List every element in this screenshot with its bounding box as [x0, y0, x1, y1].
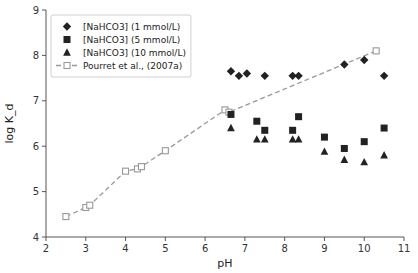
x-tick: [244, 237, 245, 241]
point: [123, 168, 129, 174]
x-tick-label: 3: [83, 243, 89, 254]
point: [295, 113, 302, 120]
legend-swatch: [63, 48, 71, 55]
x-tick: [324, 237, 325, 241]
y-tick-label: 4: [33, 232, 39, 243]
point: [227, 67, 235, 75]
series: [227, 56, 389, 80]
legend-swatch: [63, 22, 71, 30]
x-tick-label: 6: [202, 243, 208, 254]
y-tick-label: 5: [33, 186, 39, 197]
point: [261, 127, 268, 134]
point: [321, 147, 329, 154]
legend-swatch: [64, 36, 71, 43]
x-tick: [284, 237, 285, 241]
point: [373, 48, 379, 54]
point: [360, 158, 368, 165]
point: [63, 214, 69, 220]
point: [360, 56, 368, 64]
y-tick: [42, 100, 46, 101]
point: [227, 111, 234, 118]
y-tick: [42, 146, 46, 147]
point: [341, 145, 348, 152]
chart: 2 3 4 5 6 7 8 9 10 11 4 5 6 7 8 9 pH log K_d [NaHCO3] (1 m…: [0, 0, 418, 273]
point: [138, 164, 144, 170]
x-axis-line: [46, 237, 404, 238]
y-tick: [42, 191, 46, 192]
point: [381, 125, 388, 132]
y-tick-label: 7: [33, 95, 39, 106]
legend-label: [NaHCO3] (5 mmol/L): [83, 35, 180, 45]
point: [361, 138, 368, 145]
y-tick: [42, 10, 46, 11]
x-axis-label: pH: [217, 257, 232, 270]
x-tick: [46, 237, 47, 241]
x-tick-label: 7: [242, 243, 248, 254]
legend-label: Pourret et al., (2007a): [83, 61, 182, 71]
point: [289, 127, 296, 134]
point: [294, 72, 302, 80]
x-tick-label: 11: [398, 243, 411, 254]
y-tick: [42, 237, 46, 238]
x-tick-label: 9: [321, 243, 327, 254]
x-tick-label: 5: [162, 243, 168, 254]
point: [243, 69, 251, 77]
legend-swatch: [64, 63, 70, 69]
x-tick: [205, 237, 206, 241]
y-tick-label: 9: [33, 5, 39, 16]
point: [295, 135, 303, 142]
point: [253, 118, 260, 125]
x-tick-label: 8: [281, 243, 287, 254]
series: [227, 124, 388, 165]
x-tick: [364, 237, 365, 241]
legend-label: [NaHCO3] (10 mmol/L): [83, 48, 186, 58]
point: [87, 202, 93, 208]
y-tick-label: 6: [33, 141, 39, 152]
y-tick: [42, 55, 46, 56]
legend-frame: [51, 15, 191, 77]
point: [162, 148, 168, 154]
y-axis-line: [46, 10, 47, 237]
x-tick: [85, 237, 86, 241]
point: [253, 135, 261, 142]
y-tick-label: 8: [33, 50, 39, 61]
x-tick: [165, 237, 166, 241]
point: [261, 72, 269, 80]
x-tick-label: 4: [122, 243, 128, 254]
legend-label: [NaHCO3] (1 mmol/L): [83, 22, 180, 32]
x-tick-label: 10: [358, 243, 371, 254]
point: [321, 134, 328, 141]
x-tick: [125, 237, 126, 241]
point: [340, 60, 348, 68]
point: [340, 156, 348, 163]
point: [235, 72, 243, 80]
point: [380, 151, 388, 158]
x-tick-label: 2: [43, 243, 49, 254]
series: [227, 111, 387, 152]
legend: [NaHCO3] (1 mmol/L) [NaHCO3] (5 mmol/L) [N…: [51, 15, 191, 77]
point: [261, 135, 269, 142]
y-axis-label: log K_d: [3, 104, 16, 144]
point: [380, 72, 388, 80]
point: [227, 124, 235, 131]
x-tick: [404, 237, 405, 241]
